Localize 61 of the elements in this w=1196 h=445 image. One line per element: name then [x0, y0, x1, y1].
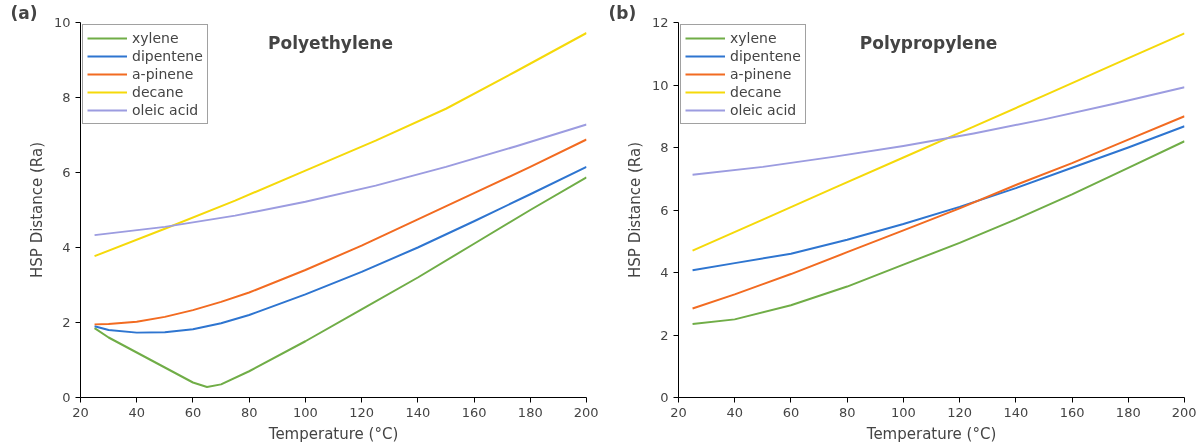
line-series: [93, 165, 587, 334]
y-tick-label: 8: [660, 140, 669, 155]
x-tick-label: 160: [1059, 404, 1085, 420]
x-tick-label: 200: [1171, 404, 1196, 420]
x-axis-title: Temperature (°C): [267, 424, 399, 443]
x-tick-label: 120: [349, 404, 375, 420]
x-tick-label: 180: [517, 404, 543, 420]
y-axis-title: HSP Distance (Ra): [27, 142, 46, 278]
y-tick-label: 12: [651, 15, 669, 30]
x-tick-label: 100: [890, 404, 916, 420]
legend-label: a-pinene: [132, 65, 194, 83]
legend-label: xylene: [730, 29, 777, 47]
legend-label: decane: [132, 83, 184, 101]
line-series: [691, 140, 1185, 326]
line-series: [93, 138, 587, 326]
x-tick-label: 80: [240, 404, 258, 420]
y-tick-label: 2: [62, 315, 71, 330]
y-tick-label: 8: [62, 90, 71, 105]
y-tick-label: 10: [53, 15, 71, 30]
x-tick-label: 20: [670, 404, 687, 420]
y-tick-label: 4: [660, 265, 669, 280]
line-series: [691, 86, 1185, 176]
x-tick-label: 60: [782, 404, 800, 420]
x-axis-title: Temperature (°C): [865, 424, 997, 443]
y-tick-label: 2: [660, 327, 669, 343]
text: Polypropylene: [859, 32, 998, 53]
text: Polyethylene: [268, 32, 393, 53]
legend-label: dipentene: [132, 47, 203, 65]
y-tick-label: 10: [651, 77, 669, 93]
y-axis-title: HSP Distance (Ra): [625, 142, 644, 278]
x-tick-label: 40: [128, 404, 145, 420]
legend-label: xylene: [132, 29, 179, 47]
line-series: [93, 32, 587, 258]
line-series: [93, 176, 587, 388]
text: (b): [608, 2, 637, 23]
legend-label: a-pinene: [730, 65, 792, 83]
legend-label: oleic acid: [730, 101, 797, 119]
text: (a): [10, 2, 38, 23]
x-tick-label: 100: [292, 404, 318, 420]
x-tick-label: 40: [726, 404, 743, 420]
x-tick-label: 20: [72, 404, 89, 420]
legend-label: oleic acid: [132, 101, 199, 119]
y-tick-label: 6: [62, 165, 71, 180]
x-tick-label: 120: [947, 404, 973, 420]
x-tick-label: 60: [184, 404, 202, 420]
y-tick-label: 4: [62, 240, 71, 255]
x-tick-label: 140: [405, 404, 431, 420]
x-tick-label: 200: [573, 404, 599, 420]
line-series: [691, 32, 1185, 252]
legend-label: decane: [730, 83, 782, 101]
y-tick-label: 0: [62, 390, 71, 405]
y-tick-label: 6: [660, 202, 669, 218]
line-series: [93, 123, 587, 237]
x-tick-label: 180: [1115, 404, 1141, 420]
line-series: [691, 125, 1185, 272]
legend-label: dipentene: [730, 47, 801, 65]
x-tick-label: 140: [1003, 404, 1029, 420]
line-series: [691, 115, 1185, 310]
x-tick-label: 160: [461, 404, 487, 420]
y-tick-label: 0: [660, 390, 669, 405]
x-tick-label: 80: [838, 404, 856, 420]
